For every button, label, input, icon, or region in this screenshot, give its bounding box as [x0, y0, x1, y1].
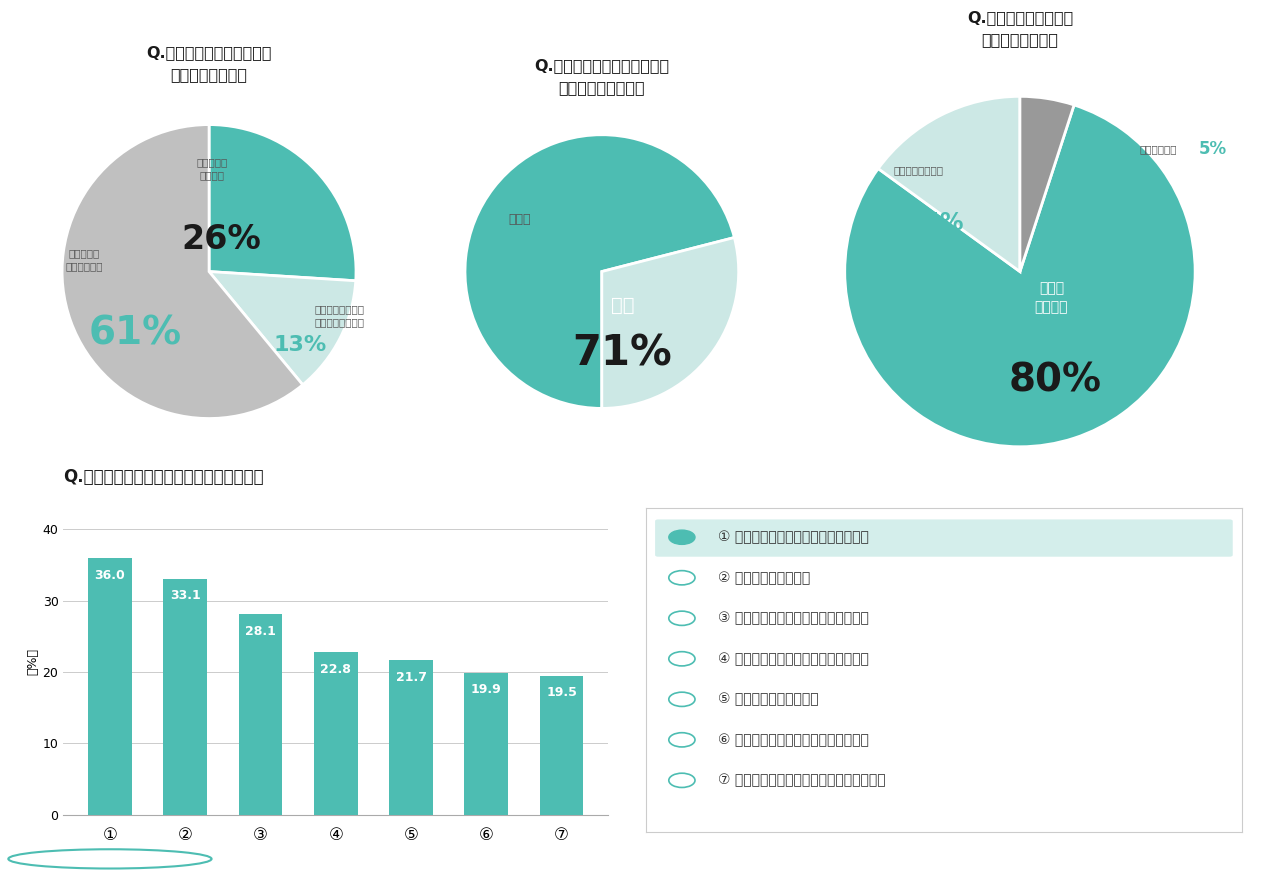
Title: Q.直近１年間で資格取得に
取組みましたか？: Q.直近１年間で資格取得に 取組みましたか？	[146, 46, 272, 82]
Text: ② 時間が確保できない: ② 時間が確保できない	[717, 571, 810, 585]
Bar	[163, 579, 207, 815]
Text: 資格取得を
考えていない: 資格取得を 考えていない	[66, 248, 103, 272]
Circle shape	[669, 652, 696, 666]
Bar	[89, 558, 132, 815]
Circle shape	[669, 530, 696, 544]
Text: 28.1: 28.1	[245, 625, 276, 638]
Text: 61%: 61%	[89, 314, 182, 352]
Title: Q.勉強する際にペンで
書いていますか？: Q.勉強する際にペンで 書いていますか？	[967, 10, 1073, 47]
Text: ① モチベーションの維持がむずかしい: ① モチベーションの維持がむずかしい	[717, 530, 868, 544]
Title: Q.資格試験を諦めてしまった
ことがありますか？: Q.資格試験を諦めてしまった ことがありますか？	[535, 58, 669, 95]
Circle shape	[669, 732, 696, 747]
Text: いいえ: いいえ	[508, 213, 531, 226]
Text: 22.8: 22.8	[321, 663, 351, 675]
Bar	[465, 673, 508, 815]
Text: ④ 勉強をはじめるまでに時間がかかる: ④ 勉強をはじめるまでに時間がかかる	[717, 652, 868, 666]
Circle shape	[669, 692, 696, 706]
Wedge shape	[465, 135, 735, 408]
Text: ③ 勉強をはじめるが集中力が続かない: ③ 勉強をはじめるが集中力が続かない	[717, 611, 868, 625]
Bar	[314, 652, 357, 815]
Circle shape	[669, 570, 696, 585]
Text: 19.9: 19.9	[471, 683, 502, 696]
Text: 26%: 26%	[181, 223, 261, 256]
Wedge shape	[602, 237, 739, 408]
Text: ⑥ 自分にあった勉強法が見つからない: ⑥ 自分にあった勉強法が見つからない	[717, 733, 868, 747]
Wedge shape	[209, 272, 356, 385]
Circle shape	[669, 611, 696, 625]
Circle shape	[669, 774, 696, 788]
Text: 29%: 29%	[499, 245, 563, 271]
Text: 21.7: 21.7	[395, 671, 427, 683]
Text: 36.0: 36.0	[95, 569, 125, 582]
Text: ⑤ 集中できる環境がない: ⑤ 集中できる環境がない	[717, 692, 818, 706]
Text: 資格取得に
取組んだ: 資格取得に 取組んだ	[196, 157, 228, 180]
Text: ⑦ 自分が成長しているかどうかわからない: ⑦ 自分が成長しているかどうかわからない	[717, 774, 886, 788]
Text: ほとんど書かない: ほとんど書かない	[893, 166, 944, 175]
FancyBboxPatch shape	[655, 519, 1233, 557]
Text: 33.1: 33.1	[170, 590, 200, 603]
Text: 71%: 71%	[573, 333, 673, 375]
Text: 全く書かない: 全く書かない	[1139, 144, 1177, 154]
Text: 19.5: 19.5	[546, 686, 576, 699]
Text: はい: はい	[611, 296, 634, 315]
Wedge shape	[62, 124, 303, 419]
Bar	[540, 675, 583, 815]
Text: 資格取得したいが
まだ動けていない: 資格取得したいが まだ動けていない	[315, 304, 365, 328]
Text: 80%: 80%	[1009, 361, 1101, 399]
Wedge shape	[878, 96, 1020, 272]
Text: 5%: 5%	[1199, 140, 1226, 158]
Wedge shape	[209, 124, 356, 281]
Text: 15%: 15%	[907, 210, 964, 235]
Y-axis label: （%）: （%）	[27, 648, 39, 675]
Wedge shape	[1020, 96, 1074, 272]
Text: 書いて
勉強する: 書いて 勉強する	[1035, 282, 1068, 314]
Wedge shape	[845, 105, 1195, 447]
Text: Q.勉強する中で感じている一番の課題は？: Q.勉強する中で感じている一番の課題は？	[63, 468, 264, 486]
Bar	[389, 660, 433, 815]
Bar	[238, 614, 283, 815]
Text: 13%: 13%	[274, 335, 327, 355]
